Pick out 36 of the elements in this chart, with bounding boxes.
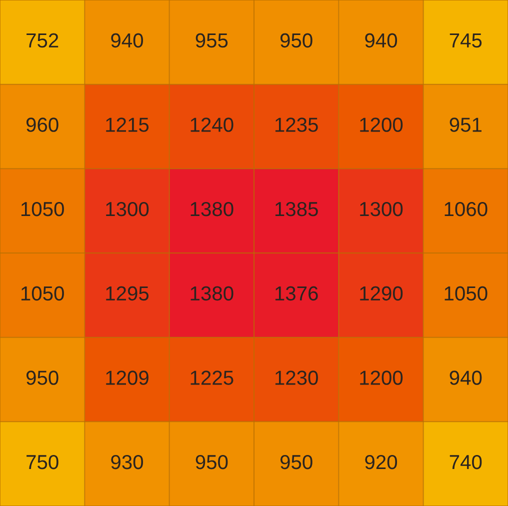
data-label: 940 bbox=[365, 33, 398, 48]
data-label: 1235 bbox=[275, 118, 318, 132]
data-label: 950 bbox=[280, 454, 312, 470]
data-label: 1295 bbox=[106, 286, 149, 301]
data-label: 752 bbox=[26, 33, 58, 48]
data-label: 745 bbox=[450, 34, 482, 48]
data-label: 1060 bbox=[444, 202, 488, 216]
data-label: 1380 bbox=[190, 202, 234, 216]
data-label: 940 bbox=[111, 33, 144, 48]
data-label: 1225 bbox=[190, 370, 234, 385]
data-label: 1380 bbox=[190, 286, 234, 301]
data-label: 920 bbox=[365, 454, 398, 470]
data-label: 1290 bbox=[360, 286, 403, 301]
data-label: 960 bbox=[26, 118, 58, 132]
data-label: 950 bbox=[196, 454, 228, 470]
data-label: 1200 bbox=[360, 370, 403, 385]
data-label: 1240 bbox=[190, 118, 234, 132]
data-label: 1300 bbox=[106, 202, 149, 216]
data-label: 1376 bbox=[275, 286, 318, 301]
data-label: 950 bbox=[280, 33, 312, 48]
data-label: 940 bbox=[450, 370, 482, 385]
data-label: 950 bbox=[26, 370, 58, 385]
data-label: 930 bbox=[111, 454, 144, 470]
data-label: 1050 bbox=[21, 286, 64, 301]
data-label: 1230 bbox=[275, 370, 318, 385]
data-label: 1385 bbox=[275, 202, 318, 216]
data-label: 1200 bbox=[360, 118, 403, 132]
data-label: 1050 bbox=[21, 202, 64, 216]
data-label: 750 bbox=[26, 454, 58, 470]
data-label: 740 bbox=[450, 454, 482, 470]
data-label: 1209 bbox=[106, 370, 148, 385]
data-label: 955 bbox=[196, 33, 228, 48]
data-label: 1300 bbox=[360, 202, 403, 216]
data-label: 1050 bbox=[444, 286, 488, 301]
data-label: 1215 bbox=[106, 118, 149, 132]
data-label: 951 bbox=[450, 118, 482, 132]
